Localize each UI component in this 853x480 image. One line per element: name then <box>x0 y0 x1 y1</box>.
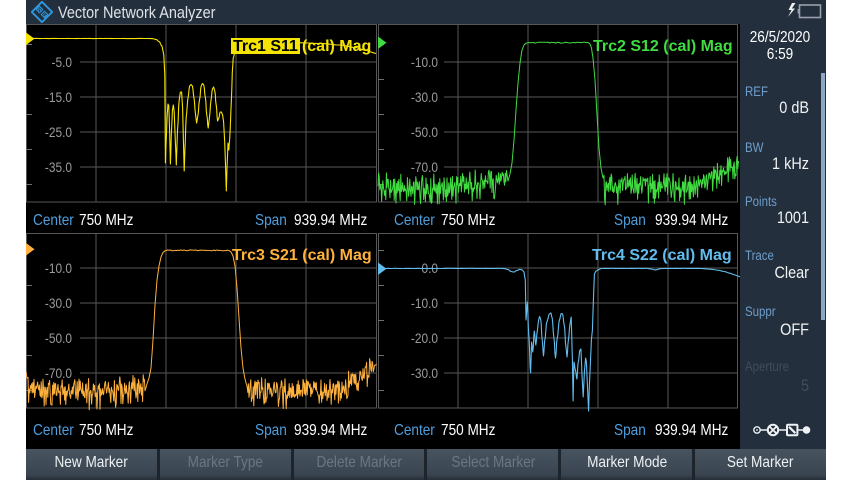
svg-text:R: R <box>38 8 42 13</box>
svg-text:S: S <box>43 13 46 18</box>
